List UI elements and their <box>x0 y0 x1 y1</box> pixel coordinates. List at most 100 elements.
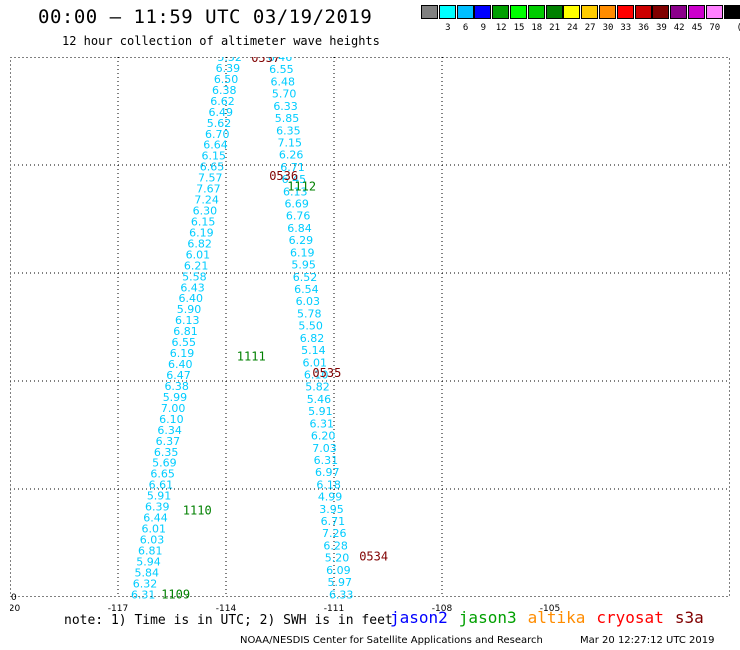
wave-height-value: 6.19 <box>189 226 214 239</box>
legend-swatch <box>545 5 563 19</box>
legend-label: 24 <box>566 23 578 33</box>
wave-height-value: 6.55 <box>172 336 197 349</box>
wave-height-value: 6.39 <box>145 501 170 514</box>
lon-tick-label: -108 <box>432 604 453 614</box>
wave-height-value: 5.97 <box>328 576 353 589</box>
wave-height-value: 5.90 <box>177 303 202 316</box>
map-title: 00:00 – 11:59 UTC 03/19/2019 <box>38 6 373 28</box>
legend-label: 70 <box>709 23 721 33</box>
wave-height-value: 6.81 <box>138 544 163 557</box>
wave-height-value: 6.65 <box>150 468 175 481</box>
wave-height-value: 6.31 <box>309 417 334 430</box>
pass-time-label: 0536 <box>269 169 298 183</box>
wave-height-value: 6.39 <box>216 62 241 75</box>
lat-tick-label: -6 <box>10 377 11 387</box>
wave-height-value: 6.35 <box>154 446 179 459</box>
legend-swatch <box>421 5 438 19</box>
wave-height-value: 6.01 <box>303 356 328 369</box>
pass-time-label: 1110 <box>183 504 212 518</box>
credit-line: NOAA/NESDIS Center for Satellite Applica… <box>240 635 543 646</box>
wave-height-value: 6.70 <box>205 128 230 141</box>
wave-height-value: 7.24 <box>194 194 219 207</box>
lat-tick-label: -10 <box>10 593 17 603</box>
wave-height-value: 6.03 <box>140 533 165 546</box>
wave-height-value: 5.78 <box>297 307 322 320</box>
legend-swatch <box>438 5 456 19</box>
satellite-key: jason2 jason3 altika cryosat s3a <box>390 608 715 627</box>
wave-height-value: 6.64 <box>203 139 228 152</box>
pass-time-label: 1109 <box>161 587 190 601</box>
legend-swatch <box>670 5 688 19</box>
wave-height-value: 5.20 <box>325 552 350 565</box>
legend-swatch <box>616 5 634 19</box>
wave-height-value: 6.71 <box>321 515 346 528</box>
legend-label: 12 <box>495 23 507 33</box>
wave-height-value: 7.15 <box>277 136 302 149</box>
wave-height-value: 6.65 <box>200 161 225 174</box>
wave-height-value: 6.49 <box>209 106 234 119</box>
legend-swatch <box>563 5 581 19</box>
satellite-name: s3a <box>674 608 704 627</box>
lat-tick-label: -4 <box>10 269 11 279</box>
wave-height-value: 6.31 <box>314 454 339 467</box>
wave-height-value: 6.40 <box>168 358 193 371</box>
pass-time-label: 1112 <box>287 180 316 194</box>
legend-swatch <box>705 5 723 19</box>
wave-height-value: 6.35 <box>276 124 301 137</box>
wave-height-value: 6.10 <box>159 413 184 426</box>
wave-height-value: 6.82 <box>187 237 212 250</box>
wave-height-value: 6.38 <box>212 84 237 97</box>
wave-height-value: 6.13 <box>283 185 308 198</box>
legend-label: 18 <box>531 23 543 33</box>
legend-label: 15 <box>513 23 525 33</box>
legend-label: 21 <box>549 23 561 33</box>
pass-time-label: 0535 <box>312 366 341 380</box>
wave-height-value: 6.40 <box>179 292 204 305</box>
legend-swatch <box>634 5 652 19</box>
wave-height-value: 7.57 <box>198 172 223 185</box>
lon-tick-label: -111 <box>324 604 344 614</box>
wave-height-value: 6.26 <box>279 149 304 162</box>
wave-height-value: 5.91 <box>308 405 333 418</box>
wave-height-value: 6.43 <box>180 281 205 294</box>
legend-label: 30 <box>602 23 614 33</box>
wave-height-value: 6.20 <box>311 430 336 443</box>
wave-height-value: 6.29 <box>289 234 314 247</box>
pass-time-label: 0537 <box>251 57 280 65</box>
wave-height-value: 6.50 <box>214 73 239 86</box>
legend-swatch <box>456 5 474 19</box>
wave-height-value: 6.15 <box>191 215 216 228</box>
map-frame <box>10 57 730 597</box>
wave-height-value: 6.37 <box>156 435 181 448</box>
wave-height-value: 6.52 <box>293 271 318 284</box>
wave-height-value: 6.76 <box>286 210 311 223</box>
legend-label: 6 <box>462 23 469 33</box>
wave-height-value: 6.13 <box>175 314 200 327</box>
legend-label: 39 <box>655 23 667 33</box>
wave-height-value: 5.84 <box>134 566 159 579</box>
wave-height-value: 5.52 <box>217 57 242 64</box>
wave-height-value: 6.19 <box>170 347 195 360</box>
lat-tick-label: -2 <box>10 161 11 171</box>
wave-height-value: 6.82 <box>300 332 325 345</box>
wave-height-value: 6.54 <box>294 283 319 296</box>
wave-height-value: 6.81 <box>173 325 198 338</box>
legend-swatch <box>492 5 510 19</box>
legend-label: 36 <box>638 23 650 33</box>
lon-tick-label: -105 <box>540 604 560 614</box>
wave-height-value: 5.82 <box>305 381 330 394</box>
wave-height-value: 5.91 <box>147 490 172 503</box>
wave-height-value: 6.10 <box>304 368 329 381</box>
wave-height-value: 6.97 <box>315 466 340 479</box>
wave-height-value: 6.47 <box>166 369 191 382</box>
wave-height-value: 7.03 <box>312 442 337 455</box>
satellite-name: cryosat <box>596 608 664 627</box>
wave-height-value: 5.62 <box>207 117 232 130</box>
legend-swatch <box>723 5 740 19</box>
lon-tick-label: -117 <box>108 604 128 614</box>
wave-height-value: 6.30 <box>193 205 218 218</box>
wave-height-value: 6.09 <box>326 564 351 577</box>
wave-height-value: 7.67 <box>196 183 221 196</box>
wave-height-value: 6.01 <box>186 248 211 261</box>
legend-swatch <box>688 5 705 19</box>
